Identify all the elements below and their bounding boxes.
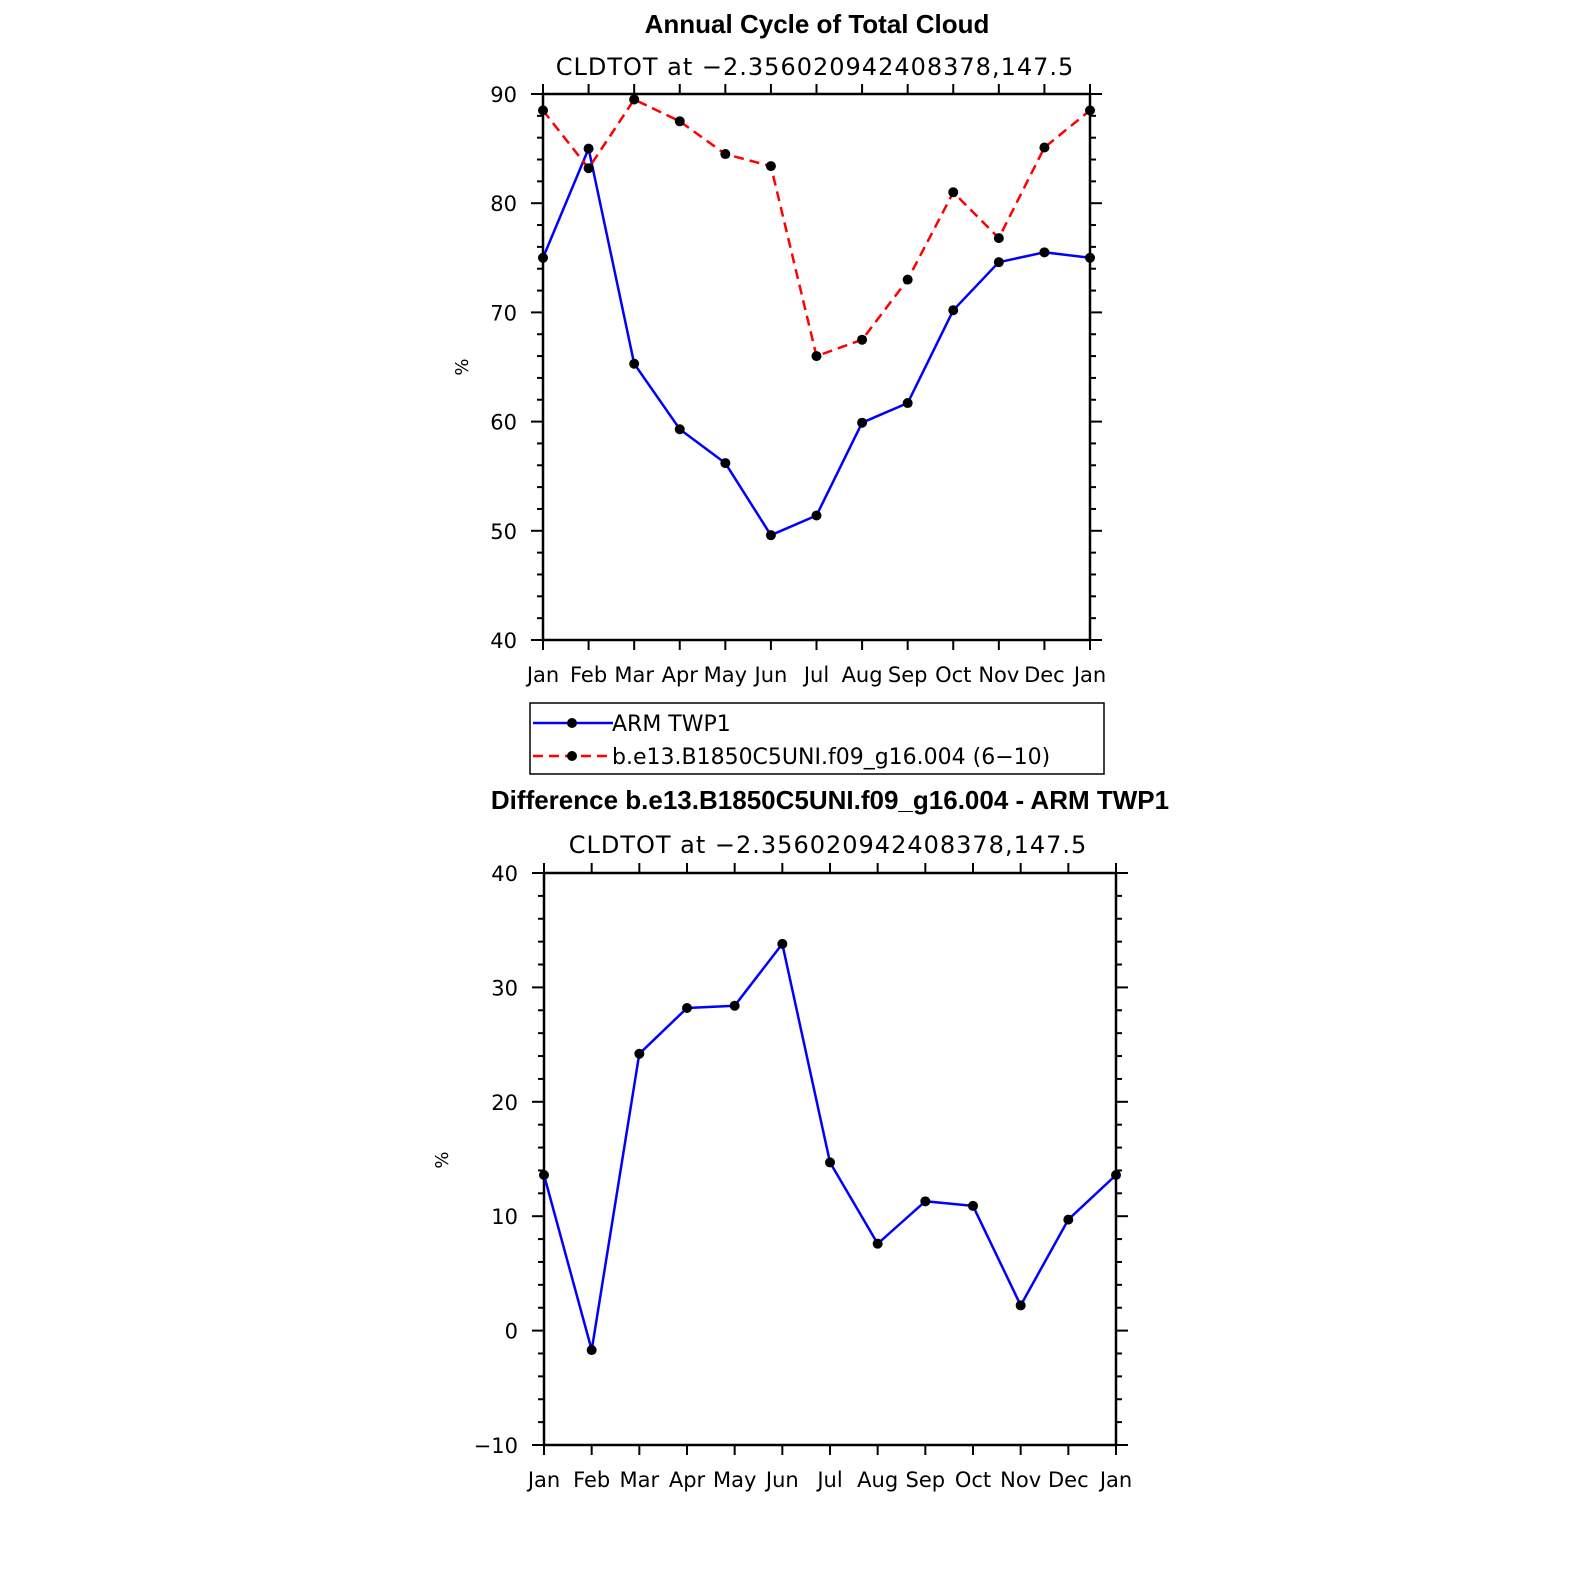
x-tick-label: Jul [802,663,829,687]
x-tick-label: Jan [526,1468,560,1492]
legend-label-model: b.e13.B1850C5UNI.f09_g16.004 (6−10) [612,745,1050,770]
data-point [857,334,868,345]
legend: ARM TWP1 b.e13.B1850C5UNI.f09_g16.004 (6… [529,702,1105,775]
data-point [538,252,548,263]
y-tick-label: 60 [490,411,517,435]
annual-cycle-chart: Annual Cycle of Total Cloud CLDTOT at −2… [452,9,1106,775]
data-point [811,351,822,362]
data-point [682,1002,692,1013]
data-point [765,530,776,541]
x-tick-label: Mar [620,1468,660,1492]
legend-label-arm-twp1: ARM TWP1 [612,712,731,737]
legend-marker-model [567,751,577,761]
plot-frame [541,92,1092,642]
data-point [586,1345,597,1356]
chart-title: Annual Cycle of Total Cloud [645,9,990,39]
x-tick-label: Sep [906,1468,946,1492]
y-tick-label: 0 [505,1320,518,1344]
y-tick-label: 40 [491,862,518,886]
data-point [583,143,594,154]
data-point [674,116,685,127]
data-point [765,161,776,172]
y-tick-label: 50 [490,520,517,544]
data-point [634,1048,645,1059]
data-point [993,257,1004,268]
series-line [542,942,1117,1352]
data-point [583,163,594,174]
data-point [857,417,868,428]
x-tick-label: Mar [614,663,654,687]
data-point [629,358,640,369]
series-line [541,147,1091,537]
axes: −10 0 10 20 30 40 Jan Feb Mar Apr May Jun Jul Aug Sep O… [474,862,1133,1492]
data-point [1085,252,1095,263]
y-tick-label: 70 [490,301,517,325]
data-point [811,510,822,521]
legend-box [529,702,1105,775]
y-axis-label: % [432,1151,453,1168]
data-point [720,458,731,469]
data-point [1063,1214,1074,1225]
x-tick-label: Feb [570,663,607,687]
y-tick-label: 20 [491,1091,518,1115]
x-tick-label: May [704,663,747,687]
x-tick-label: Nov [978,663,1019,687]
x-tick-label: Dec [1048,1468,1089,1492]
data-point [1085,105,1095,116]
data-point [729,1000,740,1011]
data-point [1039,247,1050,258]
data-point [825,1157,835,1168]
data-point [1015,1300,1026,1311]
x-tick-label: Oct [955,1468,991,1492]
y-axis-label: % [452,358,473,375]
y-tick-label: 10 [491,1205,518,1229]
y-tick-label: 80 [490,192,517,216]
chart-subtitle: CLDTOT at −2.356020942408378,147.5 [569,831,1088,859]
chart-title: Difference b.e13.B1850C5UNI.f09_g16.004 … [491,785,1169,815]
x-tick-label: Dec [1024,663,1065,687]
x-tick-label: Jun [753,663,788,687]
y-tick-label: 30 [491,976,518,1000]
data-point [1111,1170,1121,1181]
data-point [993,233,1004,244]
x-tick-label: Nov [1000,1468,1041,1492]
x-tick-label: Jun [764,1468,799,1492]
data-point [720,149,731,160]
series-layer [538,94,1095,541]
data-point [920,1196,931,1207]
y-tick-label: 40 [490,629,517,653]
data-point [539,1170,549,1181]
data-point [872,1238,883,1249]
x-tick-label: Jan [1072,663,1106,687]
x-tick-label: Jan [525,663,559,687]
x-tick-label: Aug [857,1468,898,1492]
axes: 40 50 60 70 80 90 Jan Feb Mar Apr May Jun Jul Aug Sep O… [490,83,1106,687]
x-tick-label: Jul [815,1468,842,1492]
x-tick-label: May [713,1468,756,1492]
difference-chart: Difference b.e13.B1850C5UNI.f09_g16.004 … [432,785,1169,1492]
data-point [902,398,913,409]
x-tick-label: Jan [1098,1468,1132,1492]
data-point [1039,142,1050,153]
x-tick-label: Apr [662,663,699,687]
x-tick-label: Oct [935,663,971,687]
y-tick-label: −10 [474,1434,518,1458]
data-point [777,938,788,949]
data-point [948,305,959,316]
x-tick-label: Sep [888,663,928,687]
x-tick-label: Apr [669,1468,706,1492]
data-point [629,94,640,105]
data-point [902,274,913,285]
series-layer [539,938,1121,1356]
legend-marker-arm-twp1 [567,718,577,728]
data-point [968,1200,978,1211]
x-tick-label: Aug [842,663,883,687]
data-point [674,424,685,435]
chart-subtitle: CLDTOT at −2.356020942408378,147.5 [556,53,1075,81]
x-tick-label: Feb [573,1468,610,1492]
data-point [948,187,959,198]
data-point [538,105,548,116]
y-tick-label: 90 [490,83,517,107]
